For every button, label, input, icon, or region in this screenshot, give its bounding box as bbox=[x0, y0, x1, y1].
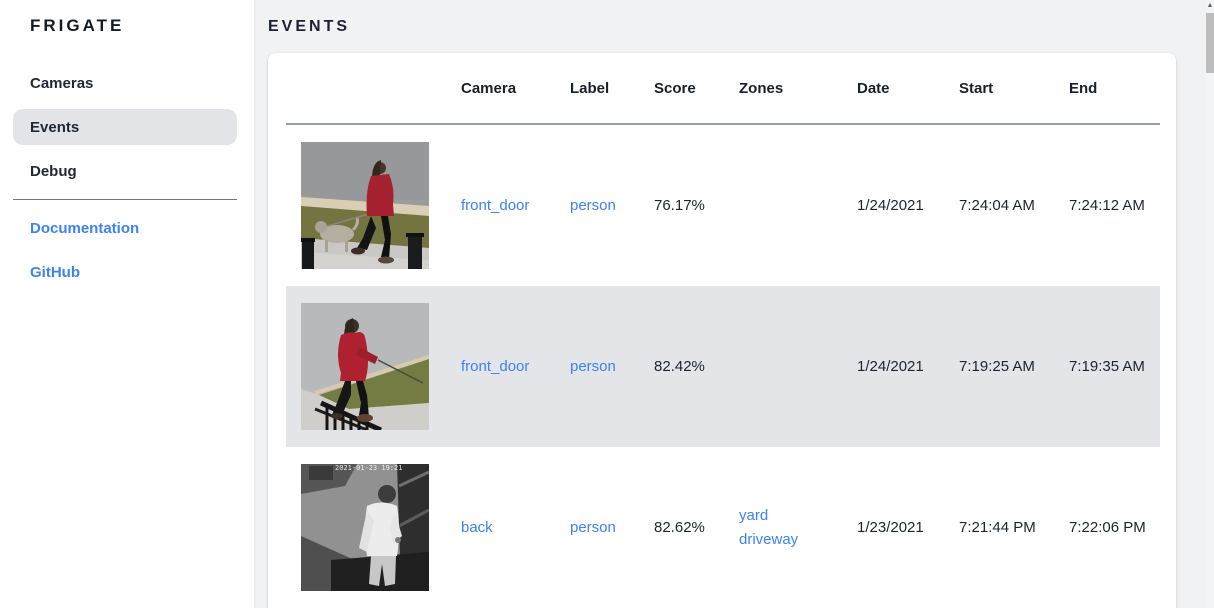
sidebar-link-github[interactable]: GitHub bbox=[13, 254, 237, 290]
thumbnail-cell bbox=[286, 142, 446, 269]
camera-link[interactable]: back bbox=[461, 519, 493, 536]
sidebar-item-cameras[interactable]: Cameras bbox=[13, 65, 237, 101]
person-hoodie-daytime-image bbox=[301, 303, 429, 430]
event-thumbnail[interactable] bbox=[301, 142, 429, 269]
score-cell: 82.62% bbox=[654, 519, 705, 536]
camera-link[interactable]: front_door bbox=[461, 197, 530, 214]
score-cell: 82.42% bbox=[654, 358, 705, 375]
table-header-row: Camera Label Score Zones Date Start End bbox=[286, 53, 1160, 125]
sidebar-item-label: Debug bbox=[30, 162, 77, 180]
svg-text:2021-01-23 19:21: 2021-01-23 19:21 bbox=[335, 464, 402, 472]
sidebar-item-debug[interactable]: Debug bbox=[13, 153, 237, 189]
scrollbar-track[interactable]: ▲ bbox=[1206, 0, 1214, 608]
page-title: EVENTS bbox=[268, 18, 351, 35]
sidebar-item-label: Cameras bbox=[30, 74, 94, 92]
column-header-start: Start bbox=[959, 79, 994, 97]
start-cell: 7:19:25 AM bbox=[959, 358, 1035, 375]
camera-cell: back bbox=[446, 519, 555, 536]
sidebar-divider bbox=[13, 199, 237, 200]
thumbnail-cell bbox=[286, 303, 446, 430]
scroll-up-icon[interactable]: ▲ bbox=[1206, 2, 1214, 9]
end-cell: 7:24:12 AM bbox=[1069, 197, 1145, 214]
start-cell: 7:24:04 AM bbox=[959, 197, 1035, 214]
column-header-end: End bbox=[1069, 79, 1098, 97]
sidebar-link-label: Documentation bbox=[30, 219, 140, 237]
label-cell: person bbox=[555, 197, 639, 214]
label-link[interactable]: person bbox=[570, 197, 616, 214]
scrollbar-thumb[interactable] bbox=[1206, 13, 1214, 73]
table-row-selected[interactable]: front_door person 82.42% 1/24/2021 7:19:… bbox=[286, 286, 1160, 447]
column-header-score: Score bbox=[654, 79, 696, 97]
label-cell: person bbox=[555, 519, 639, 536]
thumbnail-cell: 2021-01-23 19:21 bbox=[286, 464, 446, 591]
table-row[interactable]: 2021-01-23 19:21 back person 82.62% yard… bbox=[286, 447, 1160, 608]
column-header-date: Date bbox=[857, 79, 890, 97]
app-logo: FRIGATE bbox=[30, 16, 125, 35]
person-night-infrared-image: 2021-01-23 19:21 bbox=[301, 464, 429, 591]
zone-link[interactable]: yard bbox=[739, 506, 769, 524]
main-content: EVENTS Camera Label Score Zones Date Sta… bbox=[254, 0, 1214, 608]
sidebar-item-label: Events bbox=[30, 118, 80, 136]
column-header-camera: Camera bbox=[461, 79, 517, 97]
column-header-label: Label bbox=[570, 79, 610, 97]
label-link[interactable]: person bbox=[570, 519, 616, 536]
event-thumbnail[interactable]: 2021-01-23 19:21 bbox=[301, 464, 429, 591]
camera-cell: front_door bbox=[446, 197, 555, 214]
score-cell: 76.17% bbox=[654, 197, 705, 214]
date-cell: 1/23/2021 bbox=[857, 519, 924, 536]
label-cell: person bbox=[555, 358, 639, 375]
zones-cell: yard driveway bbox=[724, 504, 842, 552]
person-dog-daytime-image bbox=[301, 142, 429, 269]
sidebar: FRIGATE Cameras Events Debug Documentati… bbox=[0, 0, 254, 608]
sidebar-link-label: GitHub bbox=[30, 263, 80, 281]
date-cell: 1/24/2021 bbox=[857, 358, 924, 375]
events-table: Camera Label Score Zones Date Start End bbox=[286, 53, 1160, 608]
sidebar-link-documentation[interactable]: Documentation bbox=[13, 210, 237, 246]
date-cell: 1/24/2021 bbox=[857, 197, 924, 214]
zone-link[interactable]: driveway bbox=[739, 530, 799, 548]
label-link[interactable]: person bbox=[570, 358, 616, 375]
column-header-zones: Zones bbox=[739, 79, 784, 97]
events-card: Camera Label Score Zones Date Start End bbox=[268, 53, 1176, 608]
event-thumbnail[interactable] bbox=[301, 303, 429, 430]
camera-cell: front_door bbox=[446, 358, 555, 375]
camera-link[interactable]: front_door bbox=[461, 358, 530, 375]
sidebar-item-events[interactable]: Events bbox=[13, 109, 237, 145]
end-cell: 7:19:35 AM bbox=[1069, 358, 1145, 375]
start-cell: 7:21:44 PM bbox=[959, 519, 1036, 536]
table-row[interactable]: front_door person 76.17% 1/24/2021 7:24:… bbox=[286, 125, 1160, 286]
sidebar-nav: Cameras Events Debug Documentation GitHu… bbox=[0, 65, 254, 290]
end-cell: 7:22:06 PM bbox=[1069, 519, 1146, 536]
